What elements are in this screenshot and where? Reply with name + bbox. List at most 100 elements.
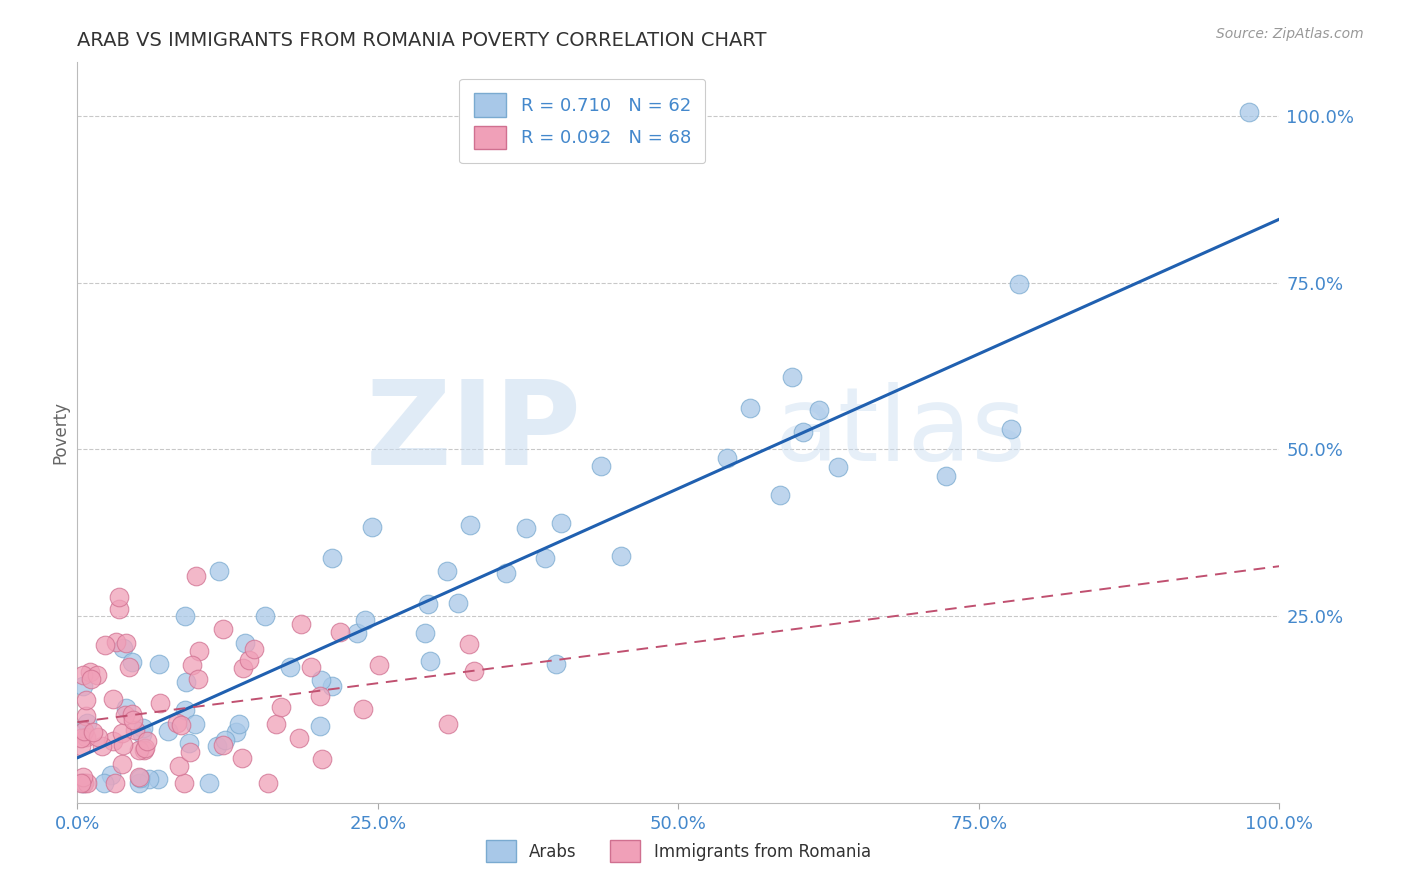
Point [128,742,150,756]
Point [121,655,143,669]
Point [243,641,266,656]
Text: ARAB VS IMMIGRANTS FROM ROMANIA POVERTY CORRELATION CHART: ARAB VS IMMIGRANTS FROM ROMANIA POVERTY … [77,31,766,50]
Point [299,660,322,674]
Point [114,700,136,714]
Point [103,733,125,747]
Point [91,739,114,753]
Point [128,771,150,785]
Point [156,724,179,739]
Point [82,725,104,739]
Point [111,738,134,752]
Point [93,639,115,653]
Point [233,636,256,650]
Point [72,679,94,693]
Point [716,451,738,466]
Point [207,564,229,578]
Point [149,696,172,710]
Point [111,640,134,655]
Point [183,717,205,731]
Point [70,776,93,790]
Point [458,518,481,533]
Point [100,768,122,782]
Point [589,458,612,473]
Point [128,776,150,790]
Point [769,487,792,501]
Point [173,776,195,790]
Point [288,731,311,745]
Text: Source: ZipAtlas.com: Source: ZipAtlas.com [1216,27,1364,41]
Point [533,551,555,566]
Point [114,708,136,723]
Point [128,770,150,784]
Point [121,713,143,727]
Point [187,672,209,686]
Point [256,776,278,790]
Point [73,723,96,738]
Point [436,716,458,731]
Point [309,689,332,703]
Point [70,739,93,753]
Point [346,625,368,640]
Point [75,693,97,707]
Point [515,521,537,535]
Point [447,596,470,610]
Point [544,657,567,671]
Point [75,730,97,744]
Point [93,776,115,790]
Point [1239,105,1261,120]
Point [550,516,572,531]
Point [111,725,134,739]
Point [207,739,229,753]
Point [807,403,830,417]
Point [782,370,804,384]
Point [169,718,191,732]
Point [321,550,343,565]
Point [70,731,93,746]
Point [463,665,485,679]
Point [321,679,343,693]
Point [253,608,276,623]
Point [311,752,333,766]
Point [72,776,94,790]
Point [211,622,233,636]
Point [290,617,312,632]
Point [419,654,441,668]
Y-axis label: Poverty: Poverty [51,401,69,464]
Point [361,520,384,534]
Point [1008,277,1031,292]
Point [72,668,94,682]
Point [174,675,197,690]
Point [132,743,155,757]
Point [166,716,188,731]
Point [79,665,101,680]
Point [367,657,389,672]
Point [329,625,352,640]
Point [280,660,302,674]
Point [132,722,155,736]
Point [138,772,160,786]
Text: ZIP: ZIP [366,376,582,490]
Point [232,661,254,675]
Point [148,657,170,671]
Point [104,635,127,649]
Point [231,751,253,765]
Point [436,564,458,578]
Point [73,776,96,790]
Point [111,756,134,771]
Point [124,723,146,737]
Point [1000,422,1022,436]
Point [72,770,94,784]
Point [87,730,110,744]
Point [181,658,204,673]
Point [792,425,814,440]
Point [353,613,375,627]
Point [104,776,127,790]
Point [458,637,481,651]
Point [179,746,201,760]
Point [101,691,124,706]
Point [76,776,98,790]
Point [225,724,247,739]
Point [188,644,211,658]
Point [352,702,374,716]
Point [211,738,233,752]
